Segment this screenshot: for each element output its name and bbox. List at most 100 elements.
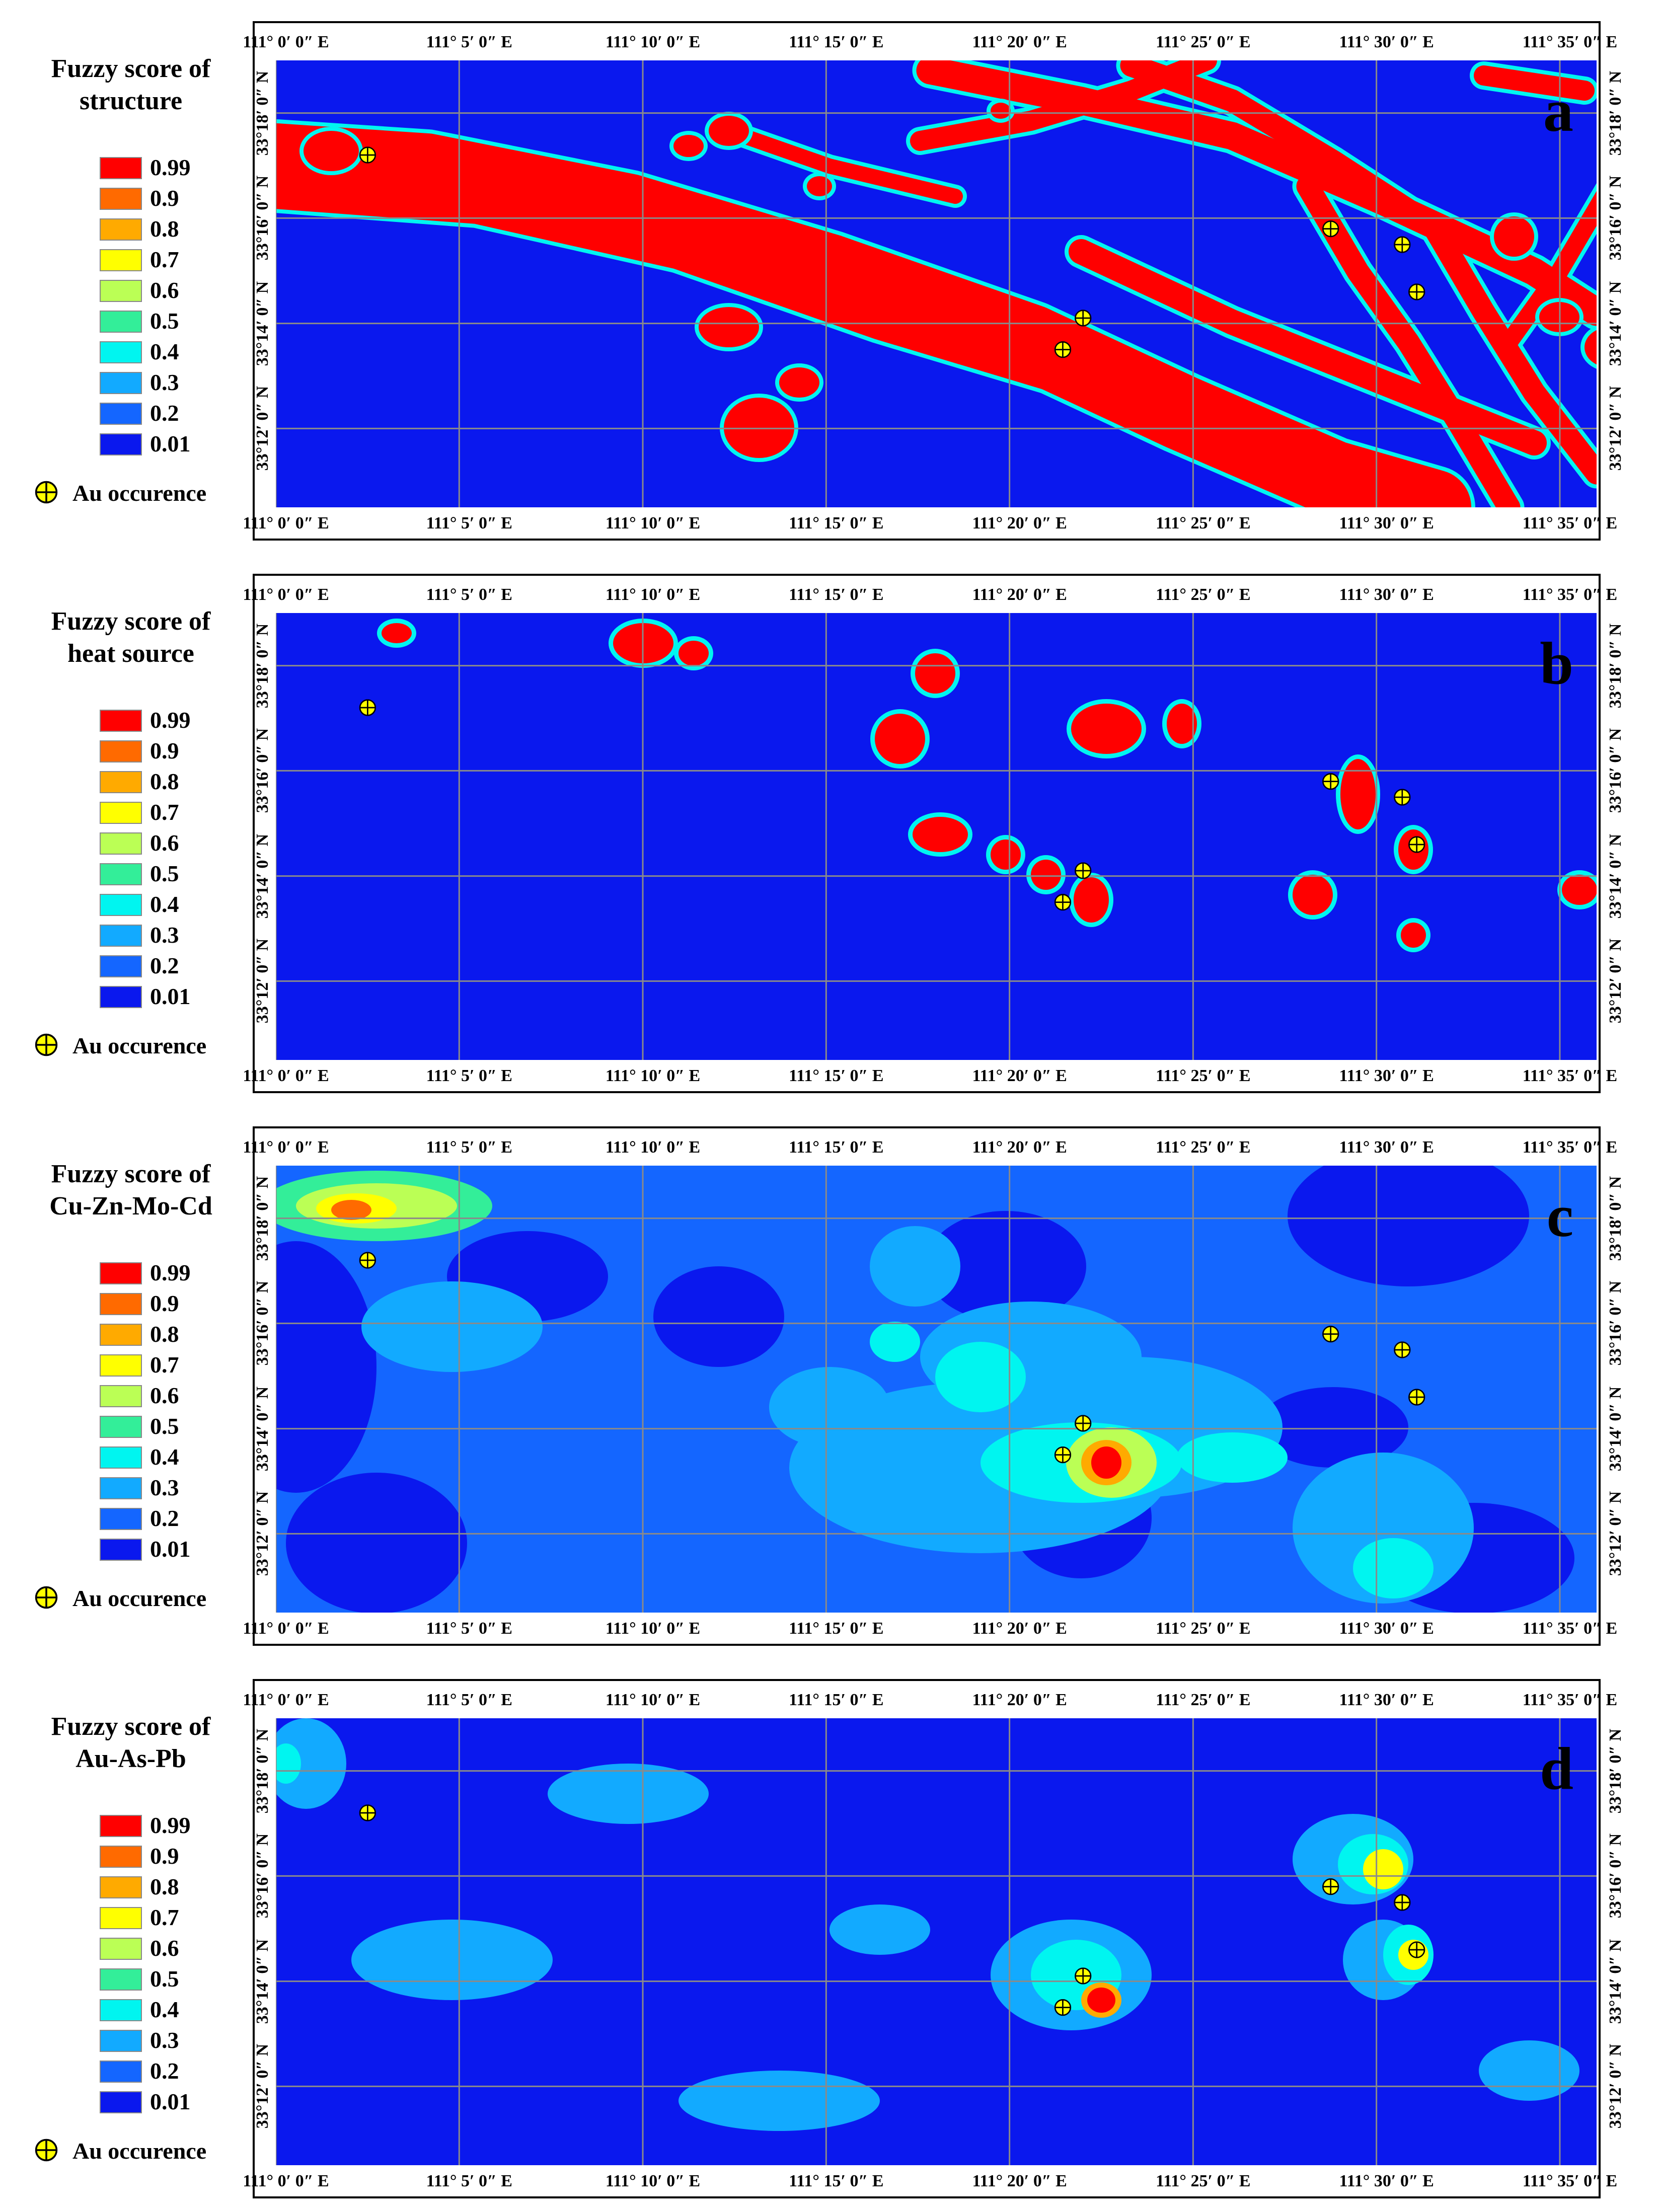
lon-tick-label-top: 111° 20′ 0″ E	[972, 585, 1067, 604]
lat-tick-label-left: 33°18′ 0″ N	[253, 1176, 272, 1261]
lat-tick-label-left: 33°12′ 0″ N	[253, 1491, 272, 1576]
lon-tick-label-bottom: 111° 35′ 0″ E	[1522, 514, 1618, 532]
lon-tick-label-top: 111° 25′ 0″ E	[1156, 33, 1251, 51]
legend-item: 0.6	[100, 830, 251, 856]
lon-tick-label-top: 111° 15′ 0″ E	[789, 33, 884, 51]
lat-tick-label-left: 33°14′ 0″ N	[253, 833, 272, 919]
au-occurrence-marker	[1408, 1941, 1425, 1958]
legend-swatch	[100, 218, 142, 241]
legend-label: 0.3	[150, 369, 179, 395]
lat-tick-label-left: 33°16′ 0″ N	[253, 728, 272, 813]
lat-tick-label-left: 33°18′ 0″ N	[253, 70, 272, 156]
legend-swatch	[100, 2061, 142, 2083]
legend-label: 0.9	[150, 1843, 179, 1869]
lon-tick-label-bottom: 111° 30′ 0″ E	[1339, 1619, 1434, 1638]
legend-occurrence-label: Au occurence	[72, 1033, 207, 1058]
lon-tick-label-top: 111° 30′ 0″ E	[1339, 1138, 1434, 1157]
legend-item: 0.5	[100, 1966, 251, 1992]
legend-label: 0.01	[150, 983, 191, 1009]
au-occurrence-marker	[1408, 1389, 1425, 1406]
legend-item: 0.8	[100, 1874, 251, 1899]
raster-layer	[276, 613, 1597, 1060]
legend-swatch	[100, 1477, 142, 1499]
legend-item: 0.9	[100, 738, 251, 764]
legend: Fuzzy score of heat source 0.99 0.9 0.8 0.7 0.…	[0, 553, 252, 1105]
legend-item: 0.7	[100, 247, 251, 272]
lon-tick-label-top: 111° 0′ 0″ E	[243, 1138, 329, 1157]
legend-label: 0.2	[150, 1505, 179, 1531]
lat-tick-label-right: 33°12′ 0″ N	[1606, 2044, 1625, 2129]
legend-item: 0.5	[100, 309, 251, 334]
legend-label: 0.9	[150, 738, 179, 764]
legend-occurrence: Au occurence	[34, 2136, 256, 2166]
lon-tick-label-top: 111° 35′ 0″ E	[1522, 33, 1618, 51]
legend-swatch	[100, 433, 142, 455]
au-occurrence-marker	[1394, 1341, 1411, 1358]
lon-tick-label-top: 111° 25′ 0″ E	[1156, 1691, 1251, 1709]
lat-tick-label-left: 33°18′ 0″ N	[253, 1728, 272, 1813]
lon-tick-label-top: 111° 20′ 0″ E	[972, 1138, 1067, 1157]
legend-swatch	[100, 2030, 142, 2052]
legend: Fuzzy score of Cu-Zn-Mo-Cd 0.99 0.9 0.8 0.7 0.…	[0, 1105, 252, 1658]
legend-label: 0.6	[150, 277, 179, 303]
legend-item: 0.3	[100, 370, 251, 395]
lat-tick-label-left: 33°14′ 0″ N	[253, 281, 272, 366]
legend-item: 0.8	[100, 769, 251, 794]
au-occurrence-icon	[35, 2139, 58, 2162]
au-occurrence-icon	[35, 481, 58, 504]
au-occurrence-marker	[1075, 862, 1092, 879]
legend-swatch	[100, 157, 142, 179]
au-occurrence-marker	[1408, 283, 1425, 300]
legend-label: 0.9	[150, 1290, 179, 1316]
au-occurrence-marker	[1394, 789, 1411, 806]
legend-swatch	[100, 188, 142, 210]
legend-item: 0.3	[100, 1475, 251, 1500]
raster-map	[276, 613, 1597, 1060]
lon-tick-label-bottom: 111° 30′ 0″ E	[1339, 1066, 1434, 1085]
legend-label: 0.2	[150, 953, 179, 978]
legend-swatch	[100, 1846, 142, 1868]
legend-swatch	[100, 925, 142, 947]
au-occurrence-marker	[1322, 1878, 1339, 1895]
legend-label: 0.6	[150, 1383, 179, 1408]
legend-swatch	[100, 249, 142, 271]
lon-tick-label-bottom: 111° 5′ 0″ E	[426, 2172, 512, 2190]
legend-swatch	[100, 1876, 142, 1898]
legend-swatch	[100, 1907, 142, 1929]
legend-item: 0.01	[100, 984, 251, 1009]
lat-tick-label-right: 33°18′ 0″ N	[1606, 623, 1625, 708]
legend-label: 0.7	[150, 1904, 179, 1930]
lat-tick-label-left: 33°12′ 0″ N	[253, 386, 272, 471]
lon-tick-label-top: 111° 30′ 0″ E	[1339, 1691, 1434, 1709]
au-occurrence-marker	[359, 1252, 376, 1269]
legend-label: 0.01	[150, 431, 191, 456]
legend-item: 0.99	[100, 1813, 251, 1838]
legend-swatch	[100, 710, 142, 732]
lat-tick-label-left: 33°14′ 0″ N	[253, 1386, 272, 1471]
legend-title-line: Fuzzy score of	[51, 1160, 211, 1188]
lat-tick-label-right: 33°18′ 0″ N	[1606, 70, 1625, 156]
au-occurrence-marker	[1408, 836, 1425, 853]
legend-swatch	[100, 955, 142, 977]
panel-letter: c	[1546, 1182, 1573, 1249]
lon-tick-label-bottom: 111° 35′ 0″ E	[1522, 1619, 1618, 1638]
legend-label: 0.7	[150, 247, 179, 272]
legend-label: 0.01	[150, 2089, 191, 2114]
legend-title-line: heat source	[67, 639, 194, 668]
legend-item: 0.4	[100, 339, 251, 364]
legend-label: 0.5	[150, 861, 179, 886]
lat-tick-label-left: 33°16′ 0″ N	[253, 1834, 272, 1919]
au-occurrence-marker	[1054, 1446, 1072, 1464]
legend-item: 0.8	[100, 216, 251, 242]
lon-tick-label-bottom: 111° 15′ 0″ E	[789, 2172, 884, 2190]
legend-swatch	[100, 1999, 142, 2021]
lon-tick-label-bottom: 111° 15′ 0″ E	[789, 1066, 884, 1085]
legend-label: 0.4	[150, 1444, 179, 1470]
lon-tick-label-bottom: 111° 25′ 0″ E	[1156, 1066, 1251, 1085]
map-panel-c: Fuzzy score of Cu-Zn-Mo-Cd 0.99 0.9 0.8 0.7 0.…	[0, 1105, 1659, 1658]
legend-label: 0.5	[150, 308, 179, 334]
au-occurrence-marker	[1394, 236, 1411, 253]
lon-tick-label-top: 111° 25′ 0″ E	[1156, 585, 1251, 604]
lat-tick-label-right: 33°16′ 0″ N	[1606, 1281, 1625, 1366]
au-occurrence-marker	[1322, 773, 1339, 790]
